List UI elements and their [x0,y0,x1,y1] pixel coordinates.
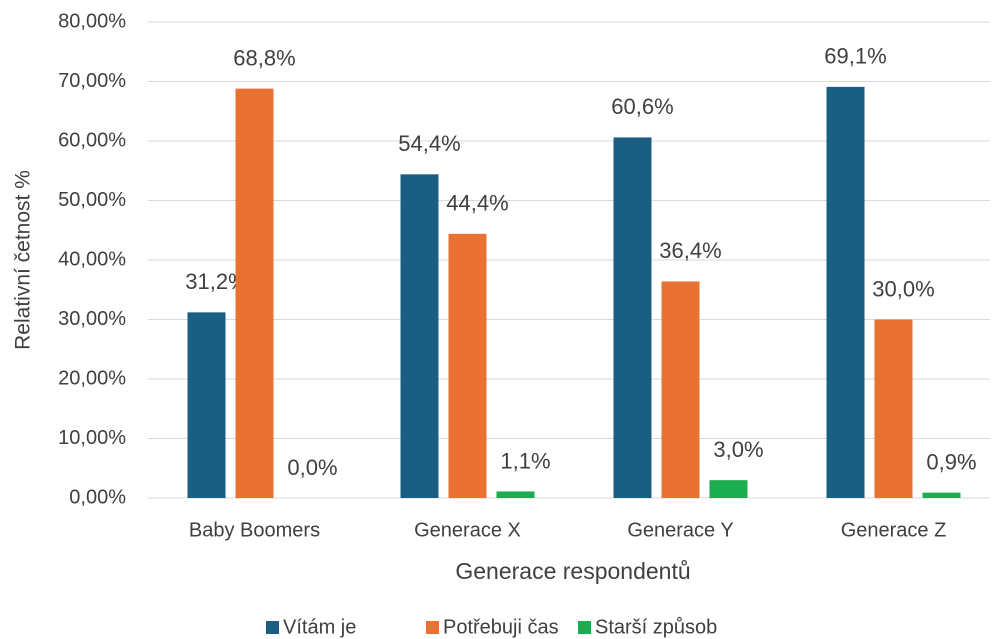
value-label: 30,0% [872,276,934,301]
bar [661,281,700,498]
legend-label: Starší způsob [595,616,717,638]
y-tick-label: 50,00% [58,189,126,211]
value-label: 3,0% [713,437,763,462]
y-tick-label: 0,00% [69,486,126,508]
bar [235,88,274,498]
y-tick-label: 10,00% [58,427,126,449]
bar [874,319,913,498]
y-tick-label: 30,00% [58,308,126,330]
value-label: 54,4% [398,131,460,156]
value-label: 44,4% [446,191,508,216]
value-label: 69,1% [824,44,886,69]
legend-label: Potřebuji čas [443,616,559,638]
value-label: 68,8% [233,45,295,70]
bar [187,312,226,498]
x-tick-label: Baby Boomers [189,519,320,541]
y-axis-title: Relativní četnost % [12,170,35,350]
bar [613,137,652,498]
legend-label: Vítám je [283,616,356,638]
x-tick-label: Generace Y [627,519,733,541]
x-tick-label: Generace X [414,519,521,541]
y-tick-label: 40,00% [58,248,126,270]
y-tick-label: 70,00% [58,70,126,92]
value-label: 36,4% [659,238,721,263]
value-label: 0,0% [287,455,337,480]
value-label: 0,9% [926,449,976,474]
x-axis-title: Generace respondentů [455,558,690,584]
bar [448,233,487,498]
legend-swatch [426,621,439,634]
legend-swatch [266,621,279,634]
y-tick-label: 60,00% [58,129,126,151]
x-tick-label: Generace Z [841,519,947,541]
legend-swatch [578,621,591,634]
bar [496,491,535,498]
bar [709,480,748,498]
value-label: 60,6% [611,94,673,119]
value-label: 1,1% [500,448,550,473]
bar [922,492,961,498]
bar [826,86,865,498]
bar [400,174,439,498]
y-tick-label: 20,00% [58,367,126,389]
y-tick-label: 80,00% [58,10,126,32]
